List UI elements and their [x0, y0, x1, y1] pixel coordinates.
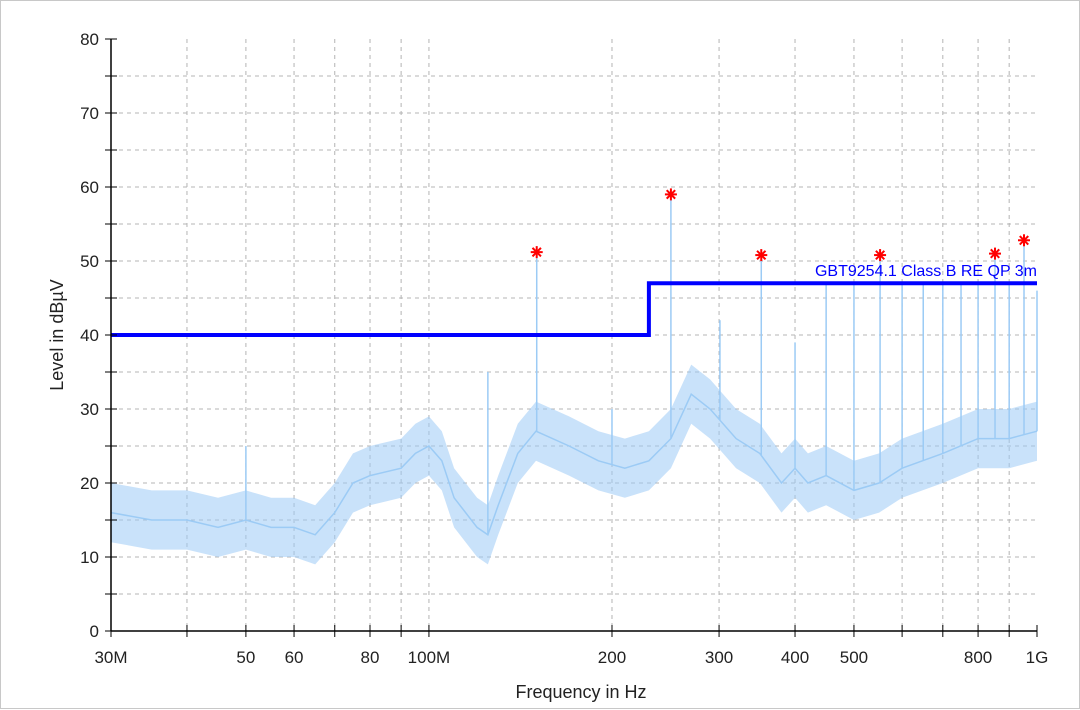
- x-tick-label: 30M: [94, 648, 127, 667]
- x-axis-label: Frequency in Hz: [515, 682, 646, 702]
- marker-asterisk: [1018, 234, 1031, 247]
- axes: 0 10 20 30 40 50 60 70 80 30M 50 60 80 100M 200 300 400 5…: [80, 30, 1048, 667]
- trace-band: [111, 364, 1037, 565]
- x-tick-label: 100M: [408, 648, 451, 667]
- x-tick-label: 400: [781, 648, 809, 667]
- y-axis-label: Level in dBµV: [47, 279, 67, 390]
- limit-line: [111, 281, 1037, 337]
- y-tick-label: 70: [80, 104, 99, 123]
- x-tick-label: 500: [840, 648, 868, 667]
- x-tick-label: 300: [705, 648, 733, 667]
- marker-stroke: [531, 247, 542, 258]
- x-tick-label: 1G: [1026, 648, 1049, 667]
- y-tick-label: 20: [80, 474, 99, 493]
- y-tick-label: 60: [80, 178, 99, 197]
- y-tick-label: 40: [80, 326, 99, 345]
- y-tick-label: 10: [80, 548, 99, 567]
- marker-asterisk: [989, 247, 1002, 260]
- limit-series: [111, 281, 1037, 337]
- y-tick-label: 30: [80, 400, 99, 419]
- marker-asterisk: [530, 246, 543, 259]
- x-tick-label: 60: [285, 648, 304, 667]
- marker-stroke: [1019, 235, 1029, 246]
- marker-stroke: [990, 248, 1000, 259]
- markers: [530, 188, 1031, 262]
- x-tick-label: 50: [236, 648, 255, 667]
- marker-stroke: [665, 189, 676, 200]
- marker-asterisk: [874, 249, 887, 262]
- limit-label: GBT9254.1 Class B RE QP 3m: [815, 263, 1037, 280]
- x-tick-label: 200: [598, 648, 626, 667]
- marker-asterisk: [664, 188, 677, 201]
- trace-series: [110, 194, 1038, 565]
- marker-stroke: [756, 250, 767, 261]
- y-tick-label: 50: [80, 252, 99, 271]
- marker-asterisk: [755, 249, 768, 262]
- x-tick-label: 80: [361, 648, 380, 667]
- marker-stroke: [875, 250, 886, 261]
- y-tick-label: 80: [80, 30, 99, 49]
- y-tick-label: 0: [90, 622, 99, 641]
- x-tick-label: 800: [964, 648, 992, 667]
